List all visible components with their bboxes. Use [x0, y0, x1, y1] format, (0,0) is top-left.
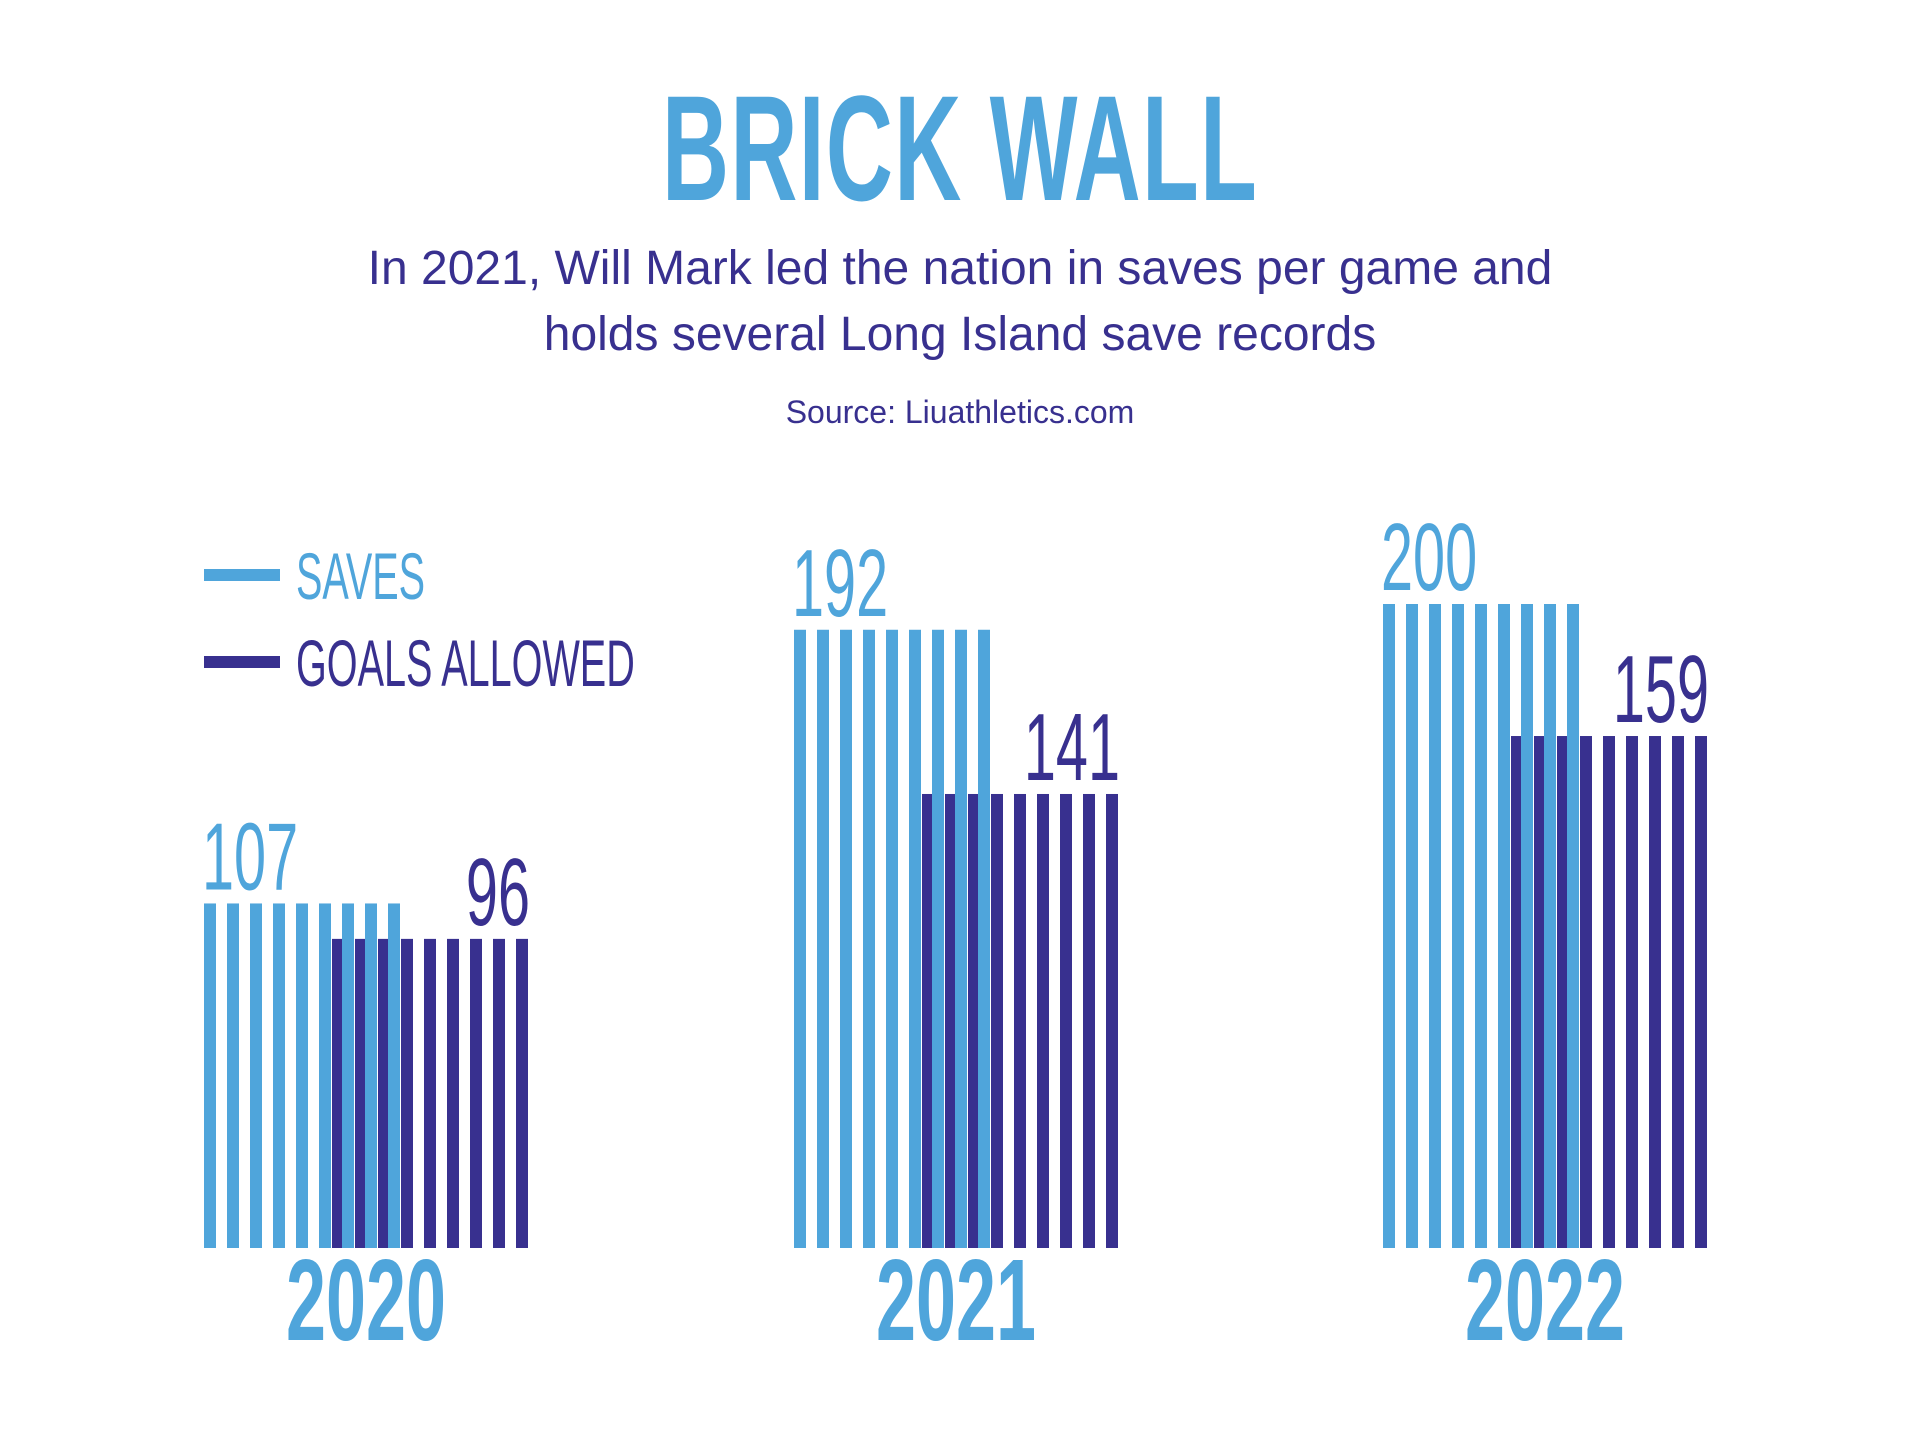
saves-value-label-2020: 107 — [202, 802, 298, 910]
source-note: Source: Liuathletics.com — [785, 394, 1135, 430]
goals-allowed-bar-2021-8 — [1083, 793, 1095, 1248]
saves-bar-2020-7 — [342, 903, 354, 1248]
goals-allowed-bar-2020-2 — [355, 938, 367, 1248]
goals-allowed-bar-2020-1 — [332, 938, 344, 1248]
saves-bar-2021-4 — [863, 629, 875, 1248]
goals-allowed-bar-2021-1 — [922, 793, 934, 1248]
saves-bar-2021-3 — [840, 629, 852, 1248]
saves-bar-2021-7 — [932, 629, 944, 1248]
goals-allowed-value-label-2021: 141 — [1024, 693, 1120, 801]
saves-value-label-2022: 200 — [1381, 503, 1477, 611]
saves-bar-2022-4 — [1452, 604, 1464, 1248]
chart-title: BRICK WALL — [661, 64, 1259, 232]
goals-allowed-bar-2022-6 — [1626, 736, 1638, 1248]
saves-bar-2022-8 — [1544, 604, 1556, 1248]
goals-allowed-bar-2021-6 — [1037, 793, 1049, 1248]
goals-allowed-bar-2022-1 — [1511, 736, 1523, 1248]
goals-allowed-bar-2022-2 — [1534, 736, 1546, 1248]
legend-label-saves: SAVES — [296, 540, 425, 614]
category-label-2022: 2022 — [1465, 1237, 1625, 1366]
saves-bar-2020-2 — [227, 903, 239, 1248]
subtitle-line-2: holds several Long Island save records — [543, 308, 1377, 361]
saves-bar-2022-5 — [1475, 604, 1487, 1248]
goals-allowed-bar-2021-5 — [1014, 793, 1026, 1248]
goals-allowed-bar-2021-9 — [1106, 793, 1118, 1248]
bar-group-2022: 200 159 2022 — [1381, 503, 1709, 1366]
goals-allowed-bar-2021-3 — [968, 793, 980, 1248]
goals-allowed-bar-2020-8 — [493, 938, 505, 1248]
bar-group-2021: 192 141 2021 — [792, 528, 1120, 1365]
goals-allowed-bar-2020-4 — [401, 938, 413, 1248]
saves-bar-2021-8 — [955, 629, 967, 1248]
goals-allowed-bar-2020-7 — [470, 938, 482, 1248]
saves-bar-2020-8 — [365, 903, 377, 1248]
saves-bar-2022-3 — [1429, 604, 1441, 1248]
goals-allowed-bar-2020-6 — [447, 938, 459, 1248]
goals-allowed-bar-2022-3 — [1557, 736, 1569, 1248]
legend-item-goals-allowed: GOALS ALLOWED — [204, 627, 635, 701]
category-label-2020: 2020 — [286, 1237, 446, 1366]
saves-bar-2021-5 — [886, 629, 898, 1248]
saves-bar-2021-2 — [817, 629, 829, 1248]
saves-bar-2020-3 — [250, 903, 262, 1248]
legend-item-saves: SAVES — [204, 540, 425, 614]
goals-allowed-bar-2021-7 — [1060, 793, 1072, 1248]
goals-allowed-bar-2020-3 — [378, 938, 390, 1248]
bar-group-2020: 107 96 2020 — [202, 802, 530, 1365]
saves-bar-2020-1 — [204, 903, 216, 1248]
saves-bar-2020-9 — [388, 903, 400, 1248]
saves-bar-2020-4 — [273, 903, 285, 1248]
saves-bar-2022-7 — [1521, 604, 1533, 1248]
category-label-2021: 2021 — [876, 1237, 1036, 1366]
goals-allowed-value-label-2020: 96 — [466, 838, 530, 946]
legend-swatch-saves — [204, 569, 280, 581]
legend: SAVES GOALS ALLOWED — [204, 540, 635, 701]
goals-allowed-bar-2022-4 — [1580, 736, 1592, 1248]
saves-bar-2022-2 — [1406, 604, 1418, 1248]
saves-bar-2020-5 — [296, 903, 308, 1248]
saves-bar-2022-9 — [1567, 604, 1579, 1248]
saves-bar-2022-1 — [1383, 604, 1395, 1248]
goals-allowed-bar-2022-7 — [1649, 736, 1661, 1248]
saves-bar-2021-1 — [794, 629, 806, 1248]
saves-bar-2021-9 — [978, 629, 990, 1248]
saves-bar-2020-6 — [319, 903, 331, 1248]
goals-allowed-bar-2022-9 — [1695, 736, 1707, 1248]
chart-subtitle: In 2021, Will Mark led the nation in sav… — [0, 236, 1920, 368]
goals-allowed-bar-2022-8 — [1672, 736, 1684, 1248]
goals-allowed-value-label-2022: 159 — [1613, 635, 1709, 743]
legend-swatch-goals-allowed — [204, 656, 280, 668]
goals-allowed-bar-2021-2 — [945, 793, 957, 1248]
saves-bar-2021-6 — [909, 629, 921, 1248]
subtitle-line-1: In 2021, Will Mark led the nation in sav… — [367, 242, 1553, 295]
saves-value-label-2021: 192 — [792, 528, 888, 636]
goals-allowed-bar-2020-5 — [424, 938, 436, 1248]
goals-allowed-bar-2021-4 — [991, 793, 1003, 1248]
legend-label-goals-allowed: GOALS ALLOWED — [296, 627, 635, 701]
goals-allowed-bar-2022-5 — [1603, 736, 1615, 1248]
bar-groups: 107 96 2020 192 141 2021 200 159 2022 — [202, 503, 1709, 1366]
saves-bar-2022-6 — [1498, 604, 1510, 1248]
goals-allowed-bar-2020-9 — [516, 938, 528, 1248]
